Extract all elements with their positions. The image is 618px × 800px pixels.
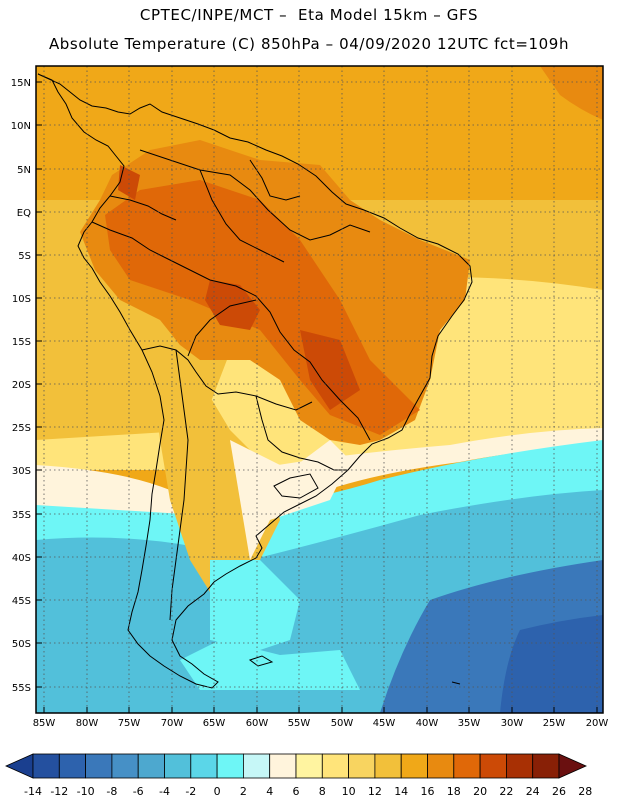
lat-label: 5N (17, 165, 31, 176)
colorbar-swatch (137, 753, 165, 779)
colorbar-arrow-left (5, 753, 34, 779)
field-patagonia-cool (210, 560, 300, 650)
lat-label: 10S (12, 294, 31, 305)
colorbar (5, 753, 587, 779)
lon-label: 75W (118, 718, 141, 729)
colorbar-tick-label: 14 (394, 785, 408, 798)
colorbar-swatch (532, 753, 560, 779)
colorbar-tick-label: 22 (499, 785, 513, 798)
lon-label: 65W (203, 718, 226, 729)
lat-label: 10N (11, 121, 31, 132)
lon-label: 60W (246, 718, 269, 729)
lat-label: 25S (12, 423, 31, 434)
lon-label: 70W (161, 718, 184, 729)
lon-label: 55W (288, 718, 311, 729)
lat-label: 55S (12, 683, 31, 694)
graticule (36, 66, 603, 713)
colorbar-swatch (269, 753, 297, 779)
lat-label: 20S (12, 380, 31, 391)
colorbar-tick-label: -8 (106, 785, 117, 798)
colorbar-tick-label: -12 (50, 785, 68, 798)
colorbar-swatch (164, 753, 192, 779)
temperature-field (36, 66, 603, 713)
colorbar-swatch (242, 753, 271, 779)
lat-label: 50S (12, 639, 31, 650)
colorbar-tick-label: -6 (133, 785, 144, 798)
lon-label: 20W (586, 718, 609, 729)
latitude-labels: 15N 10N 5N EQ 5S 10S 15S 20S 25S 30S 35S… (11, 78, 31, 694)
colorbar-swatch (505, 753, 534, 779)
colorbar-labels: -14 -12 -10 -8 -6 -4 -2 0 2 4 6 8 10 12 14 16 18 20 22 24 26… (24, 785, 592, 798)
lon-label: 85W (33, 718, 56, 729)
colorbar-tick-label: -10 (77, 785, 95, 798)
colorbar-tick-label: 10 (342, 785, 356, 798)
colorbar-tick-label: -4 (159, 785, 170, 798)
colorbar-swatch (400, 753, 428, 779)
lon-label: 25W (543, 718, 566, 729)
colorbar-swatch (321, 753, 349, 779)
map-frame (35, 65, 604, 714)
colorbar-tick-label: 28 (578, 785, 592, 798)
colorbar-swatch (374, 753, 402, 779)
colorbar-tick-label: 0 (214, 785, 221, 798)
colorbar-tick-label: 6 (293, 785, 300, 798)
colorbar-arrow-right (558, 753, 587, 779)
colorbar-swatch (32, 753, 60, 779)
chart-title-line1: CPTEC/INPE/MCT – Eta Model 15km – GFS (139, 6, 479, 24)
colorbar-tick-label: -2 (185, 785, 196, 798)
lon-label: 80W (76, 718, 99, 729)
colorbar-tick-label: 24 (526, 785, 540, 798)
lat-label: 40S (12, 553, 31, 564)
colorbar-tick-label: 20 (473, 785, 487, 798)
lon-label: 30W (501, 718, 524, 729)
colorbar-swatch (111, 753, 139, 779)
colorbar-tick-label: 26 (552, 785, 566, 798)
colorbar-swatch (216, 753, 244, 779)
chart-title-line2: Absolute Temperature (C) 850hPa – 04/09/… (48, 35, 570, 53)
axis-ticks (36, 81, 598, 713)
colorbar-tick-label: 2 (240, 785, 247, 798)
lon-label: 50W (331, 718, 354, 729)
colorbar-swatch (348, 753, 376, 779)
lon-label: 45W (373, 718, 396, 729)
lat-label: 45S (12, 596, 31, 607)
colorbar-swatch (427, 753, 455, 779)
lat-label: EQ (17, 208, 31, 219)
colorbar-tick-label: 8 (319, 785, 326, 798)
colorbar-swatch (295, 753, 323, 779)
colorbar-swatch (479, 753, 507, 779)
lat-label: 15N (11, 78, 31, 89)
lon-label: 35W (458, 718, 481, 729)
colorbar-swatch (453, 753, 481, 779)
coastlines-and-borders (37, 73, 473, 689)
colorbar-tick-label: -14 (24, 785, 42, 798)
lat-label: 35S (12, 510, 31, 521)
colorbar-tick-label: 12 (368, 785, 382, 798)
lat-label: 5S (18, 251, 31, 262)
colorbar-tick-label: 4 (266, 785, 273, 798)
colorbar-tick-label: 18 (447, 785, 461, 798)
colorbar-swatch (190, 753, 218, 779)
colorbar-tick-label: 16 (421, 785, 435, 798)
field-northeast-warm (540, 66, 603, 120)
field-blue-dark (500, 615, 603, 713)
lat-label: 30S (12, 466, 31, 477)
colorbar-swatch (58, 753, 86, 779)
longitude-labels: 85W 80W 75W 70W 65W 60W 55W 50W 45W 40W … (33, 718, 609, 729)
field-patagonia-light (180, 640, 360, 690)
lon-label: 40W (416, 718, 439, 729)
lat-label: 15S (12, 337, 31, 348)
colorbar-swatch (85, 753, 113, 779)
